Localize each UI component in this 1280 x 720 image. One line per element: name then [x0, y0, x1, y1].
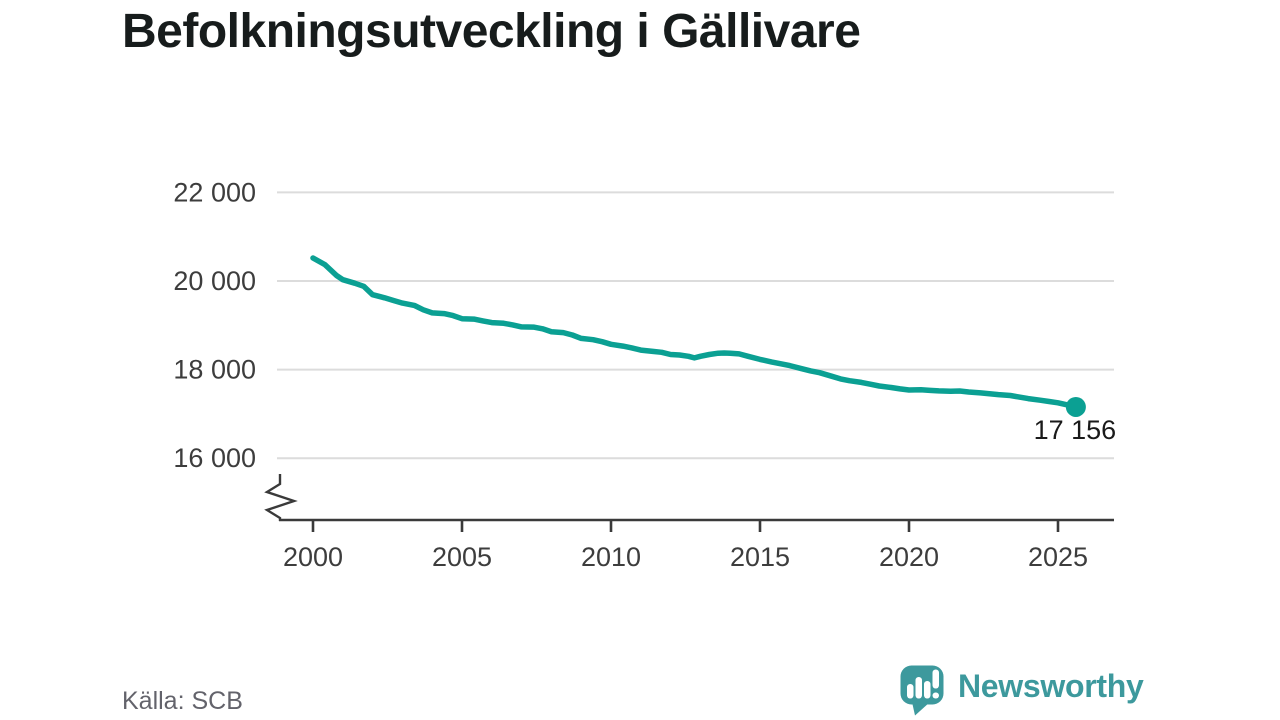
- newsworthy-logo-icon: [900, 665, 944, 716]
- x-tick-label: 2025: [1028, 542, 1088, 572]
- y-tick-label: 22 000: [173, 177, 256, 207]
- bar-chart-glyph: [907, 677, 931, 699]
- x-tick-label: 2010: [581, 542, 641, 572]
- speech-bubble-tail: [912, 702, 930, 716]
- latest-point-marker: [1065, 396, 1086, 417]
- source-label: Källa: SCB: [122, 687, 243, 715]
- x-tick-label: 2005: [432, 542, 492, 572]
- exclamation-mark-glyph: [932, 669, 939, 699]
- y-tick-label: 16 000: [173, 443, 256, 473]
- y-tick-label: 20 000: [173, 266, 256, 296]
- axis-break-icon: [264, 474, 298, 521]
- newsworthy-logo-text: Newsworthy: [958, 668, 1144, 704]
- chart-title: Befolkningsutveckling i Gällivare: [122, 5, 861, 58]
- newsworthy-logo: Newsworthy: [897, 662, 1144, 716]
- x-tick-label: 2000: [283, 542, 343, 572]
- x-tick-label: 2020: [879, 542, 939, 572]
- y-tick-label: 18 000: [173, 355, 256, 385]
- latest-value-label: 17 156: [1034, 415, 1117, 445]
- x-tick-label: 2015: [730, 542, 790, 572]
- population-line: [310, 255, 1079, 410]
